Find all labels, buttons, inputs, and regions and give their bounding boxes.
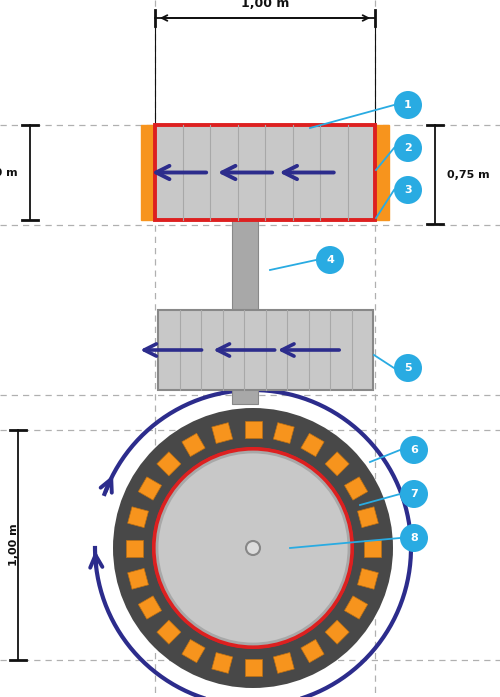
Text: 1: 1 — [404, 100, 412, 110]
Bar — [375, 125, 389, 220]
Circle shape — [154, 449, 352, 647]
Bar — [128, 507, 148, 528]
Bar — [325, 620, 349, 644]
Circle shape — [246, 541, 260, 555]
Bar — [157, 620, 181, 644]
Bar — [232, 220, 258, 310]
Circle shape — [400, 436, 428, 464]
Text: 5: 5 — [404, 363, 412, 373]
Text: 0,20 m: 0,20 m — [0, 167, 18, 178]
Text: 6: 6 — [410, 445, 418, 455]
Bar — [182, 639, 205, 663]
Circle shape — [394, 134, 422, 162]
Bar — [212, 422, 233, 443]
Circle shape — [157, 452, 349, 644]
Bar — [244, 420, 262, 438]
Bar — [126, 539, 142, 556]
Text: 1,00 m: 1,00 m — [241, 0, 289, 10]
Bar — [325, 452, 349, 476]
Bar — [157, 452, 181, 476]
Circle shape — [152, 447, 354, 649]
Text: 8: 8 — [410, 533, 418, 543]
Bar — [141, 125, 155, 220]
Bar — [138, 477, 162, 500]
Bar — [128, 568, 148, 589]
Text: 7: 7 — [410, 489, 418, 499]
Bar — [182, 434, 205, 457]
Bar — [344, 596, 368, 619]
Text: 1,00 m: 1,00 m — [9, 523, 19, 566]
Text: 2: 2 — [404, 143, 412, 153]
Circle shape — [394, 176, 422, 204]
Bar — [301, 639, 324, 663]
Circle shape — [113, 408, 393, 688]
Circle shape — [316, 246, 344, 274]
Bar — [158, 310, 373, 390]
Text: 0,75 m: 0,75 m — [447, 169, 490, 180]
Circle shape — [394, 91, 422, 119]
Text: 3: 3 — [404, 185, 412, 195]
Bar — [138, 596, 162, 619]
Bar — [344, 477, 368, 500]
Bar — [358, 568, 378, 589]
Bar — [244, 659, 262, 675]
Bar — [155, 125, 375, 220]
Bar — [301, 434, 324, 457]
Bar — [274, 652, 294, 673]
Circle shape — [394, 354, 422, 382]
Bar — [358, 507, 378, 528]
Circle shape — [400, 480, 428, 508]
Bar — [212, 652, 233, 673]
Bar — [364, 539, 380, 556]
Circle shape — [400, 524, 428, 552]
Bar — [274, 422, 294, 443]
Text: 4: 4 — [326, 255, 334, 265]
Bar — [232, 390, 258, 404]
